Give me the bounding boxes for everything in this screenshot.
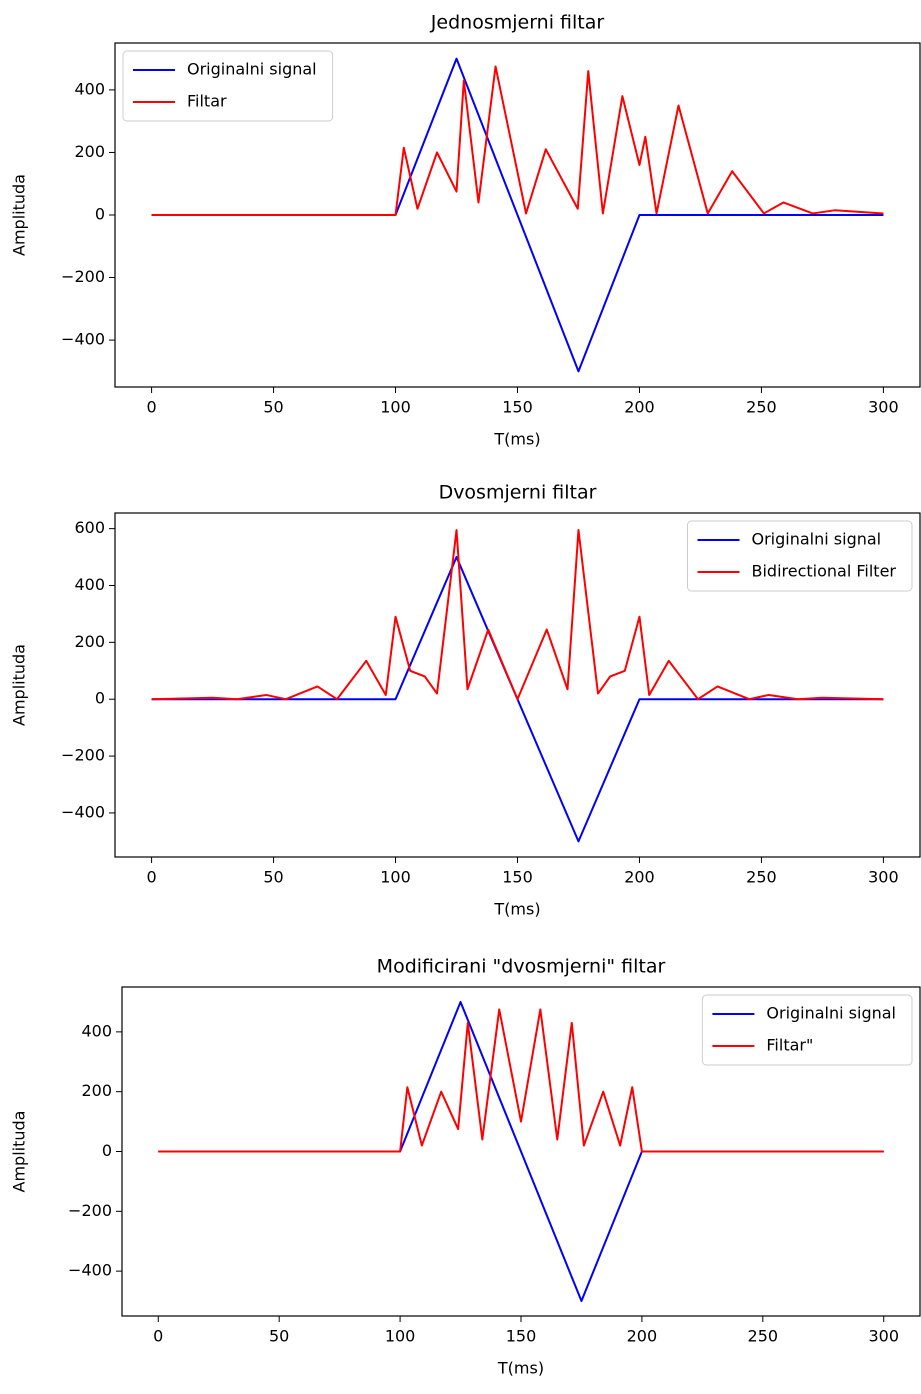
x-tick-label: 150 [502,868,533,887]
y-axis-label: Amplituda [10,174,29,256]
x-tick-label: 200 [624,398,655,417]
legend: Originalni signal Filtar [122,50,334,122]
x-tick-label: 150 [502,398,533,417]
legend-label: Originalni signal [187,60,317,79]
subplot: Dvosmjerni filtar T(ms) Amplituda 0 50 100 150… [10,482,921,919]
series-line [151,529,884,701]
x-axis-label: T(ms) [493,430,540,449]
x-tick-label: 250 [748,1327,779,1346]
x-tick-label: 300 [868,398,899,417]
subplot: Modificirani "dvosmjerni" filtar T(ms) Amp… [10,956,921,1378]
y-axis-label: Amplituda [10,644,29,726]
y-tick-label: 0 [95,689,105,708]
series-line [151,65,884,216]
x-tick-label: 0 [146,868,156,887]
legend-label: Filtar [187,92,227,111]
y-tick-label: −400 [68,1261,112,1280]
y-tick-label: −400 [61,802,105,821]
y-tick-label: 200 [74,632,105,651]
axes-frame [114,42,921,388]
y-tick-label: 400 [74,575,105,594]
axes-frame [114,512,921,858]
axes-frame [121,986,921,1317]
y-tick-label: 400 [81,1021,112,1040]
x-tick-label: 100 [380,398,411,417]
x-tick-label: 200 [627,1327,658,1346]
y-tick-label: −200 [61,267,105,286]
x-tick-label: 100 [380,868,411,887]
x-tick-label: 300 [868,1327,899,1346]
y-tick-label: 0 [95,205,105,224]
y-tick-label: 400 [74,79,105,98]
x-tick-label: 0 [153,1327,163,1346]
legend-frame [701,994,913,1066]
x-tick-label: 100 [385,1327,416,1346]
legend: Originalni signal Bidirectional Filter [687,520,913,592]
y-tick-label: 0 [102,1141,112,1160]
y-tick-label: −200 [61,746,105,765]
legend-frame [687,520,913,592]
y-tick-label: 200 [74,142,105,161]
x-axis-label: T(ms) [497,1359,544,1378]
legend-label: Originalni signal [752,530,882,549]
y-axis-label: Amplituda [10,1111,29,1193]
y-tick-label: −200 [68,1201,112,1220]
x-tick-label: 150 [506,1327,537,1346]
legend: Originalni signal Filtar" [701,994,913,1066]
x-tick-label: 50 [263,868,283,887]
x-tick-label: 250 [746,398,777,417]
x-tick-label: 250 [746,868,777,887]
legend-label: Filtar" [766,1036,813,1055]
legend-label: Originalni signal [766,1004,896,1023]
series-line [158,1008,884,1153]
x-tick-label: 0 [146,398,156,417]
chart-title: Jednosmjerni filtar [430,12,605,34]
x-tick-label: 200 [624,868,655,887]
legend-frame [122,50,334,122]
legend-label: Bidirectional Filter [752,562,897,581]
chart-title: Modificirani "dvosmjerni" filtar [377,956,666,978]
y-tick-label: 200 [81,1081,112,1100]
subplot: Jednosmjerni filtar T(ms) Amplituda 0 50 100 1… [10,12,921,449]
x-axis-label: T(ms) [493,900,540,919]
x-tick-label: 50 [263,398,283,417]
x-tick-label: 300 [868,868,899,887]
x-tick-label: 50 [269,1327,289,1346]
y-tick-label: 600 [74,518,105,537]
chart-title: Dvosmjerni filtar [439,482,597,504]
y-tick-label: −400 [61,330,105,349]
